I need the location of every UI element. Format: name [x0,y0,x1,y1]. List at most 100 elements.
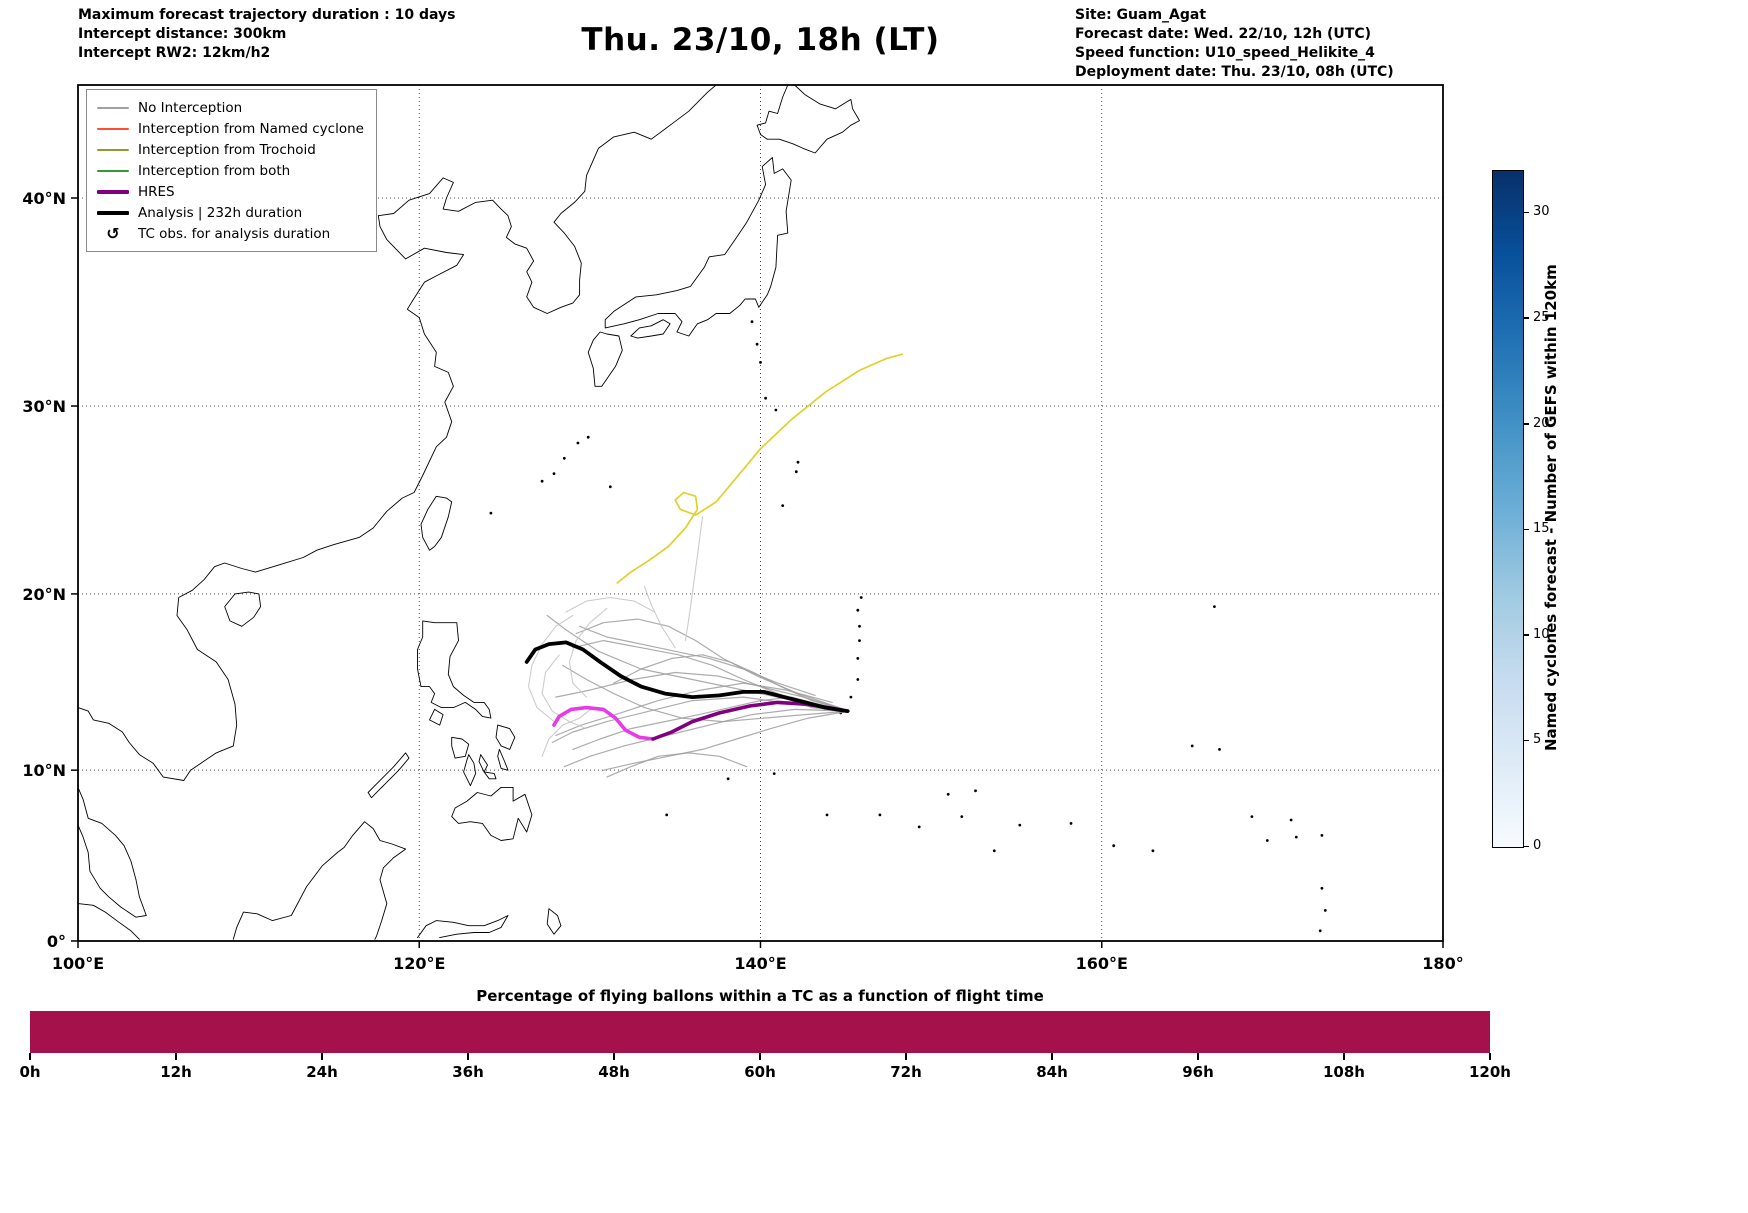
legend-item-label: Interception from both [138,162,291,179]
flight-x-tick [321,1053,323,1060]
coastline [224,591,262,627]
flight-x-tick [1051,1053,1053,1060]
legend-line [97,148,129,151]
island-dot [665,813,669,817]
colorbar-tick [1524,739,1529,742]
island-dot [608,485,612,489]
legend-color-swatch [97,169,129,172]
legend-color-swatch [97,189,129,194]
island-dot [1069,822,1073,825]
flight-x-tick-label: 60h [744,1063,776,1081]
island-dot [794,470,798,474]
flight-x-tick-label: 120h [1469,1063,1511,1081]
speed-function-text: Speed function: U10_speed_Helikite_4 [1075,45,1375,61]
flight-x-tick-label: 72h [890,1063,922,1081]
coastline [478,754,488,773]
colorbar-tick-label: 15 [1533,521,1550,537]
island-dot [552,472,556,475]
map-legend: No Interception Interception from Named c… [86,89,377,252]
flight-bar-chart [30,1011,1490,1053]
colorbar-tick [1524,634,1529,636]
legend-item-label: TC obs. for analysis duration [138,225,331,242]
legend-color-swatch [97,148,129,151]
y-tick-label: 20°N [22,585,66,604]
island-dot [1151,849,1155,853]
colorbar-tick-label: 0 [1533,838,1542,853]
flight-x-tick [467,1053,469,1060]
track-gefs-no-intercept-12 [579,625,816,697]
island-dot [540,479,544,483]
legend-color-swatch [97,210,129,215]
legend-color-swatch [97,106,129,109]
track-gefs-faint-20 [684,516,704,642]
island-dot [1018,823,1022,827]
flight-x-tick [905,1053,907,1060]
coastline [77,903,140,940]
island-dot [856,678,860,681]
flight-chart-title: Percentage of flying ballons within a TC… [476,987,1044,1005]
coastline [232,821,407,940]
coastline [756,84,789,140]
coastline [630,319,671,339]
island-dot [1213,605,1216,608]
coastline [77,84,717,781]
track-gefs-faint-18 [565,596,656,613]
deployment-date-text: Deployment date: Thu. 23/10, 08h (UTC) [1075,64,1394,80]
island-dot [1318,929,1322,933]
island-dot [1323,909,1327,912]
y-tick-label: 30°N [22,397,66,416]
coastline [604,157,792,337]
island-dot [755,342,759,346]
colorbar-ticks: 0 5 10 15 20 25 30 [1524,170,1570,853]
coastline [420,495,453,551]
flight-x-tick [175,1053,177,1060]
legend-item: Interception from Trochoid [97,139,364,160]
legend-line [97,169,129,172]
coastline [417,620,492,719]
track-hres-west [552,705,655,741]
colorbar-tick-label: 20 [1533,415,1550,431]
trajectory-map: 100°E 120°E 140°E 160°E 180° 0° 10°N 20°N 30°N 40… [22,84,1464,973]
legend-line [97,189,129,194]
island-dot [726,777,730,781]
colorbar-tick [1524,317,1529,319]
island-dot [1265,839,1269,842]
legend-item: HRES [97,181,364,202]
island-dot [858,639,861,642]
intercept-rw2-text: Intercept RW2: 12km/h2 [78,45,271,61]
forecast-date-text: Forecast date: Wed. 22/10, 12h (UTC) [1075,26,1372,42]
island-dot [1250,815,1254,818]
intercept-distance-text: Intercept distance: 300km [78,26,287,42]
colorbar-tick-label: 5 [1533,732,1542,748]
x-tick-label: 100°E [52,954,104,973]
y-tick-label: 40°N [22,189,66,208]
track-gefs-faint-19 [643,586,676,649]
island-dot [1218,748,1221,751]
track-gefs-faint-16 [568,607,608,698]
island-dot [1320,886,1324,890]
max-duration-text: Maximum forecast trajectory duration : 1… [78,7,456,23]
coastline [483,771,497,780]
island-dot [562,456,566,460]
island-dot [774,408,778,412]
colorbar-tick [1524,423,1529,425]
tc-obs-symbol: ↺ [106,224,120,243]
legend-item-label: Interception from Named cyclone [138,120,364,137]
track-gefs-no-intercept-03 [555,671,850,712]
island-dot [759,361,762,364]
island-dot [1294,835,1298,839]
legend-item: Interception from Named cyclone [97,118,364,139]
track-gefs-faint-15 [541,654,588,730]
flight-x-tick [1343,1053,1345,1060]
legend-item-label: No Interception [138,99,243,116]
legend-line [97,127,129,130]
island-dot [849,695,853,699]
island-dot [796,460,800,464]
legend-item-label: Analysis | 232h duration [138,204,303,221]
flight-x-tick [1489,1053,1491,1060]
coastline [451,786,533,841]
legend-color-swatch [97,127,129,130]
island-dot [974,789,977,793]
legend-item: No Interception [97,97,364,118]
y-tick-label: 0° [47,932,66,951]
